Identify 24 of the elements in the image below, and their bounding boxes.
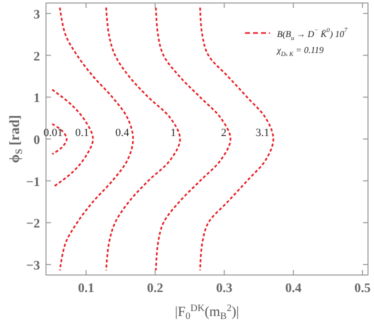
x-tick-label: 0.5 <box>354 280 372 295</box>
y-tick-label: −2 <box>26 216 40 231</box>
y-tick-label: 1 <box>34 90 40 106</box>
y-tick-label: 0 <box>34 132 40 147</box>
x-tick-label: 0.1 <box>78 280 94 295</box>
line-series <box>155 6 232 272</box>
annotation: 0.01 <box>43 127 63 139</box>
x-tick-label: 0.2 <box>147 280 164 295</box>
y-tick-label: −3 <box>26 258 40 273</box>
annotation: 0.4 <box>115 127 130 139</box>
line-series <box>105 6 181 272</box>
annotation: χ$_{Dₛ K}$ = 0.119 <box>276 45 324 58</box>
x-tick-label: 0.4 <box>285 280 302 295</box>
y-tick-label: 3 <box>34 6 40 22</box>
line-series <box>199 6 274 272</box>
legend-label: B(B$_{u}$ → D$^{−}$ K̄$^{0}$) 10$^{7}$ <box>277 27 348 42</box>
annotation: 1 <box>170 127 176 139</box>
annotation: 3.1 <box>256 127 270 139</box>
x-axis-title: |F$_{0}$$^{DK}$(m$_{B}$$^{2}$)| <box>174 303 240 322</box>
y-tick-label: −1 <box>26 174 40 189</box>
x-tick-label: 0.3 <box>216 280 233 295</box>
annotation: 2 <box>220 127 226 139</box>
y-tick-label: 2 <box>34 48 40 64</box>
annotation: 0.1 <box>75 127 89 139</box>
